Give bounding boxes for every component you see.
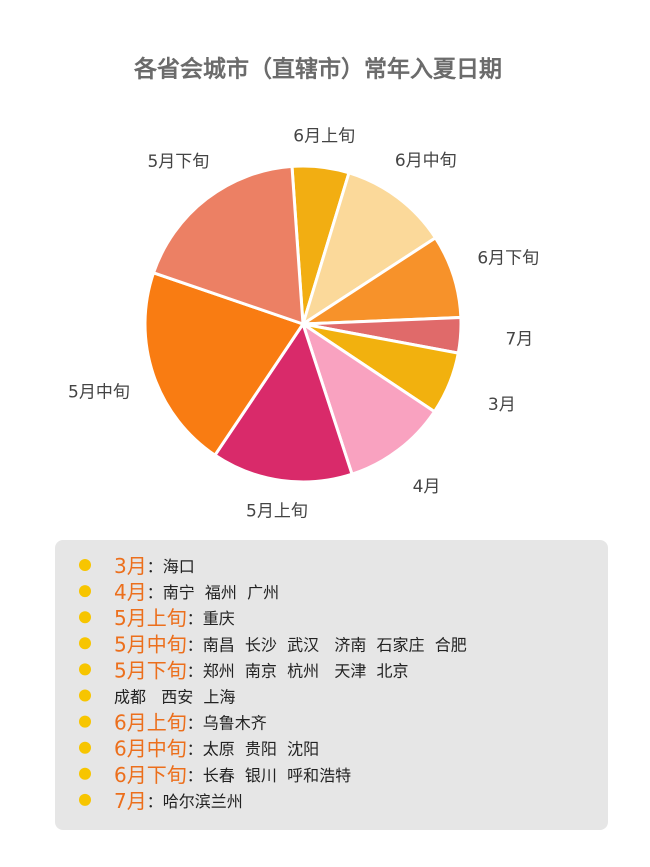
bullet (79, 559, 91, 571)
row-label: 5月上旬 (114, 606, 187, 630)
row-cities: 南宁 福州 广州 (163, 583, 279, 602)
separator: ： (147, 791, 163, 810)
row-label: 7月 (114, 788, 147, 812)
slice-label: 5月下旬 (147, 152, 209, 172)
row-cities: 哈尔滨兰州 (163, 791, 243, 810)
slice-label: 6月上旬 (293, 127, 355, 147)
bullet (79, 715, 91, 728)
bullet (79, 585, 91, 598)
row-label: 3月 (114, 554, 147, 578)
pie-slice (212, 320, 354, 484)
bullet (79, 793, 91, 806)
separator: ： (187, 609, 203, 628)
slice-label: 5月上旬 (246, 502, 308, 522)
row-label: 5月中旬 (114, 632, 187, 656)
row-text: 成都 西安 上海 (114, 687, 235, 706)
row-cities: 重庆 (203, 609, 235, 628)
row-text: 5月中旬：南昌 长沙 武汉 济南 石家庄 合肥 (114, 632, 467, 656)
separator: ： (147, 583, 163, 602)
separator: ： (187, 661, 203, 680)
row-text: 5月上旬：重庆 (114, 606, 235, 630)
separator: ： (187, 739, 203, 758)
pie-slice (151, 164, 305, 327)
bullet (79, 663, 91, 676)
bullet (79, 689, 91, 702)
row-cities: 乌鲁木齐 (203, 713, 267, 732)
row-label: 6月下旬 (114, 762, 187, 786)
bullet (79, 611, 91, 624)
row-cities: 太原 贵阳 沈阳 (203, 739, 319, 758)
row-text: 6月下旬：长春 银川 呼和浩特 (114, 762, 351, 786)
row-text: 3月：海口 (114, 554, 195, 578)
row-cities: 长春 银川 呼和浩特 (203, 765, 351, 784)
bullet (79, 637, 91, 650)
pie-slice (300, 320, 437, 477)
bullet (79, 767, 91, 780)
row-cities: 海口 (163, 557, 195, 576)
row-cities: 成都 西安 上海 (114, 687, 235, 706)
slice-label: 3月 (488, 395, 516, 415)
row-cities: 郑州 南京 杭州 天津 北京 (203, 661, 409, 680)
row-text: 6月中旬：太原 贵阳 沈阳 (114, 736, 319, 760)
slice-label: 6月中旬 (395, 151, 457, 171)
separator: ： (187, 635, 203, 654)
row-label: 6月中旬 (114, 736, 187, 760)
pie-slice (143, 270, 306, 458)
row-text: 6月上旬：乌鲁木齐 (114, 710, 267, 734)
separator: ： (147, 557, 163, 576)
row-text: 7月：哈尔滨兰州 (114, 788, 243, 812)
row-label: 4月 (114, 580, 147, 604)
row-text: 4月：南宁 福州 广州 (114, 580, 279, 604)
bullet (79, 741, 91, 754)
slice-label: 4月 (413, 477, 441, 497)
slice-label: 5月中旬 (68, 383, 130, 403)
row-cities: 南昌 长沙 武汉 济南 石家庄 合肥 (203, 635, 467, 654)
pie-slice (300, 170, 438, 328)
pie-slice (297, 235, 463, 326)
slice-label: 6月下旬 (477, 248, 539, 268)
legend-box (55, 540, 608, 830)
row-label: 6月上旬 (114, 710, 187, 734)
separator: ： (187, 713, 203, 732)
row-label: 5月下旬 (114, 658, 187, 682)
slice-label: 7月 (505, 330, 533, 350)
chart-title: 各省会城市（直辖市）常年入夏日期 (133, 56, 502, 83)
separator: ： (187, 765, 203, 784)
row-text: 5月下旬：郑州 南京 杭州 天津 北京 (114, 658, 409, 682)
